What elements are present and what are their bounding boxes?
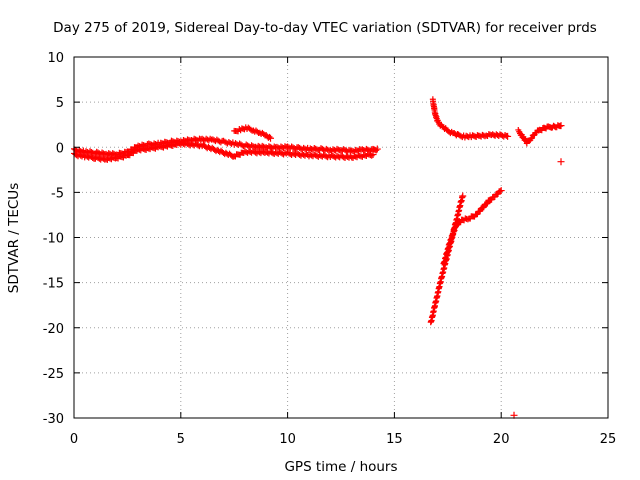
data-point (89, 154, 96, 161)
data-point (266, 133, 273, 140)
data-point (239, 142, 246, 149)
axis-ticks: 0 5 10 15 20 25 10 5 0 -5 -10 -15 -20 -25 -30 (43, 51, 617, 447)
data-point (484, 200, 491, 207)
y-tick-label: -5 (51, 186, 64, 201)
data-point (528, 135, 535, 142)
data-point (557, 158, 565, 166)
x-tick-label: 10 (279, 432, 296, 447)
data-point (477, 208, 484, 215)
data-points (71, 96, 565, 419)
x-tick-label: 0 (70, 432, 78, 447)
x-tick-label: 15 (386, 432, 403, 447)
data-point (333, 145, 340, 152)
data-point (480, 204, 487, 211)
data-point (373, 147, 380, 154)
y-tick-label: 10 (47, 51, 64, 66)
x-axis-label: GPS time / hours (284, 459, 397, 475)
data-point (368, 152, 375, 159)
data-point (504, 132, 512, 140)
y-tick-label: -20 (43, 322, 64, 337)
data-point (497, 187, 505, 195)
data-point (267, 134, 275, 142)
data-point (459, 192, 467, 200)
y-tick-label: -10 (43, 232, 64, 247)
y-tick-label: -15 (43, 277, 64, 292)
y-tick-label: -30 (43, 412, 64, 427)
y-tick-label: 5 (56, 96, 64, 111)
chart-title: Day 275 of 2019, Sidereal Day-to-day VTE… (53, 20, 597, 36)
data-point (373, 145, 381, 153)
y-tick-label: 0 (56, 141, 64, 156)
data-point (557, 122, 565, 130)
data-point (291, 145, 298, 152)
y-tick-label: -25 (43, 367, 64, 382)
data-point (301, 145, 308, 152)
x-tick-label: 5 (177, 432, 185, 447)
data-point (195, 142, 202, 149)
x-tick-label: 25 (600, 432, 617, 447)
x-tick-label: 20 (493, 432, 510, 447)
data-point (369, 150, 377, 158)
y-axis-label: SDTVAR / TECUs (6, 183, 22, 293)
grid-lines (74, 57, 608, 418)
data-point (363, 145, 370, 152)
